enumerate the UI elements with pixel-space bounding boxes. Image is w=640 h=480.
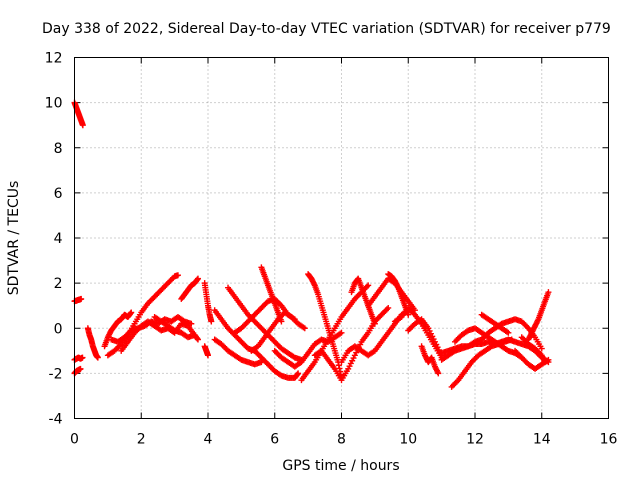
series-s11 xyxy=(178,275,201,302)
data-point xyxy=(301,325,308,332)
data-point xyxy=(542,359,549,366)
data-point xyxy=(79,122,86,129)
series-s38 xyxy=(478,311,512,336)
data-point xyxy=(371,320,378,327)
series-s05 xyxy=(84,325,101,361)
y-tick-label: 8 xyxy=(54,141,63,157)
data-point xyxy=(365,282,372,289)
data-point xyxy=(258,359,265,366)
series-s10 xyxy=(151,313,201,343)
chart-title: Day 338 of 2022, Sidereal Day-to-day VTE… xyxy=(42,21,611,37)
series-s27 xyxy=(385,271,412,318)
series-s37 xyxy=(518,334,549,366)
series-s19 xyxy=(258,264,285,325)
series-s06 xyxy=(101,309,135,350)
series-s36 xyxy=(525,289,552,343)
series-s15 xyxy=(211,336,265,368)
data-points xyxy=(71,99,552,390)
data-point xyxy=(174,272,181,279)
series-s04 xyxy=(71,365,84,377)
y-tick-label: 4 xyxy=(54,231,63,247)
plot-frame xyxy=(74,57,609,419)
series-s03 xyxy=(71,354,86,363)
data-point xyxy=(278,318,285,325)
data-point xyxy=(128,309,135,316)
data-point xyxy=(385,304,392,311)
y-tick-label: 12 xyxy=(45,51,63,67)
data-point xyxy=(188,320,195,327)
y-tick-label: 0 xyxy=(54,321,63,337)
grid-lines xyxy=(74,57,609,419)
x-tick-label: 6 xyxy=(270,432,279,448)
y-tick-label: -4 xyxy=(49,412,63,428)
x-tick-label: 16 xyxy=(600,432,618,448)
x-tick-labels: 0 2 4 6 8 10 12 14 16 xyxy=(70,432,617,448)
series-s28 xyxy=(391,304,445,361)
series-s32 xyxy=(438,316,545,363)
x-tick-label: 2 xyxy=(137,432,146,448)
series-s30 xyxy=(418,343,442,377)
data-point xyxy=(405,311,412,318)
data-point xyxy=(505,329,512,336)
y-tick-label: 2 xyxy=(54,276,63,292)
x-tick-label: 10 xyxy=(399,432,417,448)
data-point xyxy=(208,318,215,325)
data-point xyxy=(94,354,101,361)
series-s02 xyxy=(71,295,85,305)
y-tick-label: -2 xyxy=(49,366,63,382)
y-tick-label: 6 xyxy=(54,186,63,202)
data-point xyxy=(194,336,201,343)
series-s12 xyxy=(201,280,215,325)
data-point xyxy=(295,370,302,377)
y-axis-title: SDTVAR / TECUs xyxy=(6,181,22,296)
data-point xyxy=(77,365,84,372)
data-point xyxy=(78,295,85,302)
data-point xyxy=(205,352,211,359)
data-point xyxy=(538,345,545,352)
x-tick-label: 4 xyxy=(204,432,213,448)
series-s13 xyxy=(201,343,211,359)
x-tick-label: 8 xyxy=(337,432,346,448)
data-point xyxy=(435,370,442,377)
data-point xyxy=(194,275,201,282)
y-tick-label: 10 xyxy=(45,96,63,112)
series-s01 xyxy=(71,99,86,129)
series-s14 xyxy=(211,307,302,381)
x-tick-label: 14 xyxy=(533,432,551,448)
data-point xyxy=(508,336,515,343)
data-point xyxy=(338,329,345,336)
y-tick-labels: -4 -2 0 2 4 6 8 10 12 xyxy=(45,51,63,428)
data-point xyxy=(79,354,86,361)
x-tick-label: 12 xyxy=(466,432,484,448)
x-axis-title: GPS time / hours xyxy=(282,458,399,474)
series-s16 xyxy=(225,284,305,363)
series-s07 xyxy=(104,272,181,359)
x-tick-label: 0 xyxy=(70,432,79,448)
data-point xyxy=(545,289,552,296)
